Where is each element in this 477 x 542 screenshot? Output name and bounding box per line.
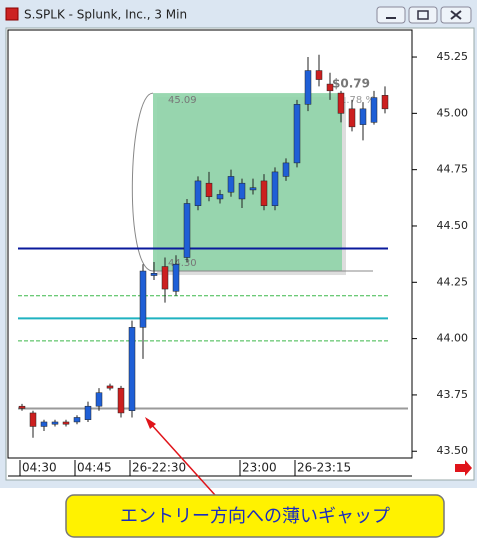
candle-body [238, 182, 246, 200]
candle-body [183, 203, 191, 258]
x-tick-label: 04:30 [22, 461, 57, 475]
candle-body [249, 187, 257, 191]
candle-body [161, 266, 169, 290]
callout-box [65, 494, 445, 538]
candle-body [18, 405, 26, 409]
callout-text: エントリー方向への薄いギャップ [120, 506, 390, 527]
callout-arrowhead [145, 417, 156, 429]
plot-layer: 43.50 43.75 44.00 44.25 44.50 44.75 45.00 45.25… [18, 50, 468, 476]
y-tick-label: 43.75 [437, 388, 469, 401]
candle-body [282, 162, 290, 177]
x-tick-label: 23:00 [242, 461, 277, 475]
gap-top-label: 45.09 [168, 95, 197, 106]
callout-pointer [149, 422, 216, 496]
candle-body [293, 104, 301, 164]
gap-percent-label: 1.78 % [340, 95, 375, 106]
gap-bottom-label: 44.30 [168, 258, 197, 269]
y-tick-label: 45.25 [437, 50, 469, 63]
candle-body [370, 97, 378, 123]
candle-body [271, 171, 279, 206]
candle-body [227, 176, 235, 193]
candle-body [95, 392, 103, 407]
candle-body [106, 385, 114, 389]
gap-bracket [131, 92, 154, 272]
candle-body [315, 70, 323, 80]
gap-change-label: $0.79 [332, 77, 370, 91]
candle-body [216, 194, 224, 200]
candle-body [150, 273, 158, 276]
candle-body [40, 421, 48, 427]
candle-body [117, 387, 125, 414]
maximize-button[interactable] [408, 6, 438, 24]
candle-body [304, 70, 312, 105]
minimize-button[interactable] [376, 6, 406, 24]
candle-body [205, 182, 213, 197]
x-tick-label: 04:45 [77, 461, 112, 475]
candle-body [73, 417, 81, 423]
candle-body [172, 264, 180, 292]
candle-body [84, 405, 92, 420]
candle-body [62, 421, 70, 425]
candle-body [326, 83, 334, 92]
candle-body [139, 270, 147, 328]
window-title: S.SPLK - Splunk, Inc., 3 Min [24, 8, 187, 22]
candle-body [51, 421, 59, 425]
candle-body [381, 95, 389, 110]
y-tick-label: 43.50 [437, 444, 469, 457]
candle-body [29, 412, 37, 427]
y-tick-label: 44.75 [437, 163, 469, 176]
candle-body [260, 180, 268, 206]
candle-body [359, 108, 367, 125]
x-tick-label: 26-23:15 [297, 461, 351, 475]
candle-body [337, 92, 345, 114]
y-tick-label: 44.25 [437, 275, 469, 288]
app-icon [5, 7, 19, 21]
candle-body [128, 327, 136, 411]
y-tick-label: 45.00 [437, 106, 469, 119]
gap-box [153, 93, 342, 272]
y-tick-label: 44.00 [437, 332, 469, 345]
x-tick-label: 26-22:30 [132, 461, 186, 475]
scroll-arrow[interactable] [455, 460, 472, 476]
candle-body [194, 180, 202, 206]
candle-body [348, 108, 356, 128]
y-tick-label: 44.50 [437, 219, 469, 232]
